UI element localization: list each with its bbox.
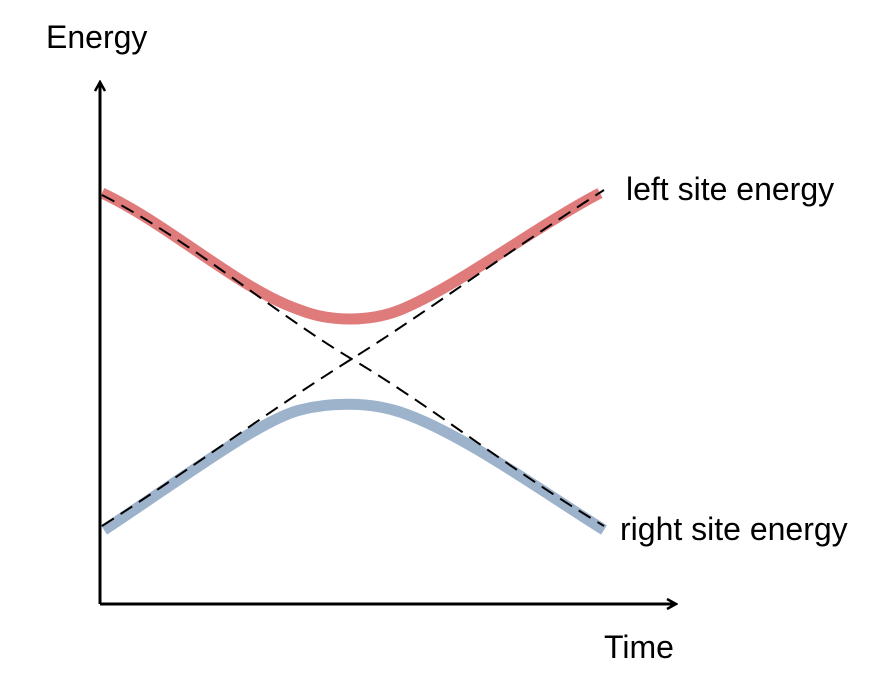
upper-curve-label: left site energy <box>626 171 834 207</box>
upper-energy-curve <box>99 188 603 325</box>
diabatic-line-descending <box>101 194 605 527</box>
x-axis-label: Time <box>604 629 674 665</box>
diabatic-line-ascending <box>101 189 605 527</box>
lower-energy-curve <box>100 398 607 535</box>
y-axis-label: Energy <box>46 19 147 55</box>
lower-curve-label: right site energy <box>620 511 848 547</box>
